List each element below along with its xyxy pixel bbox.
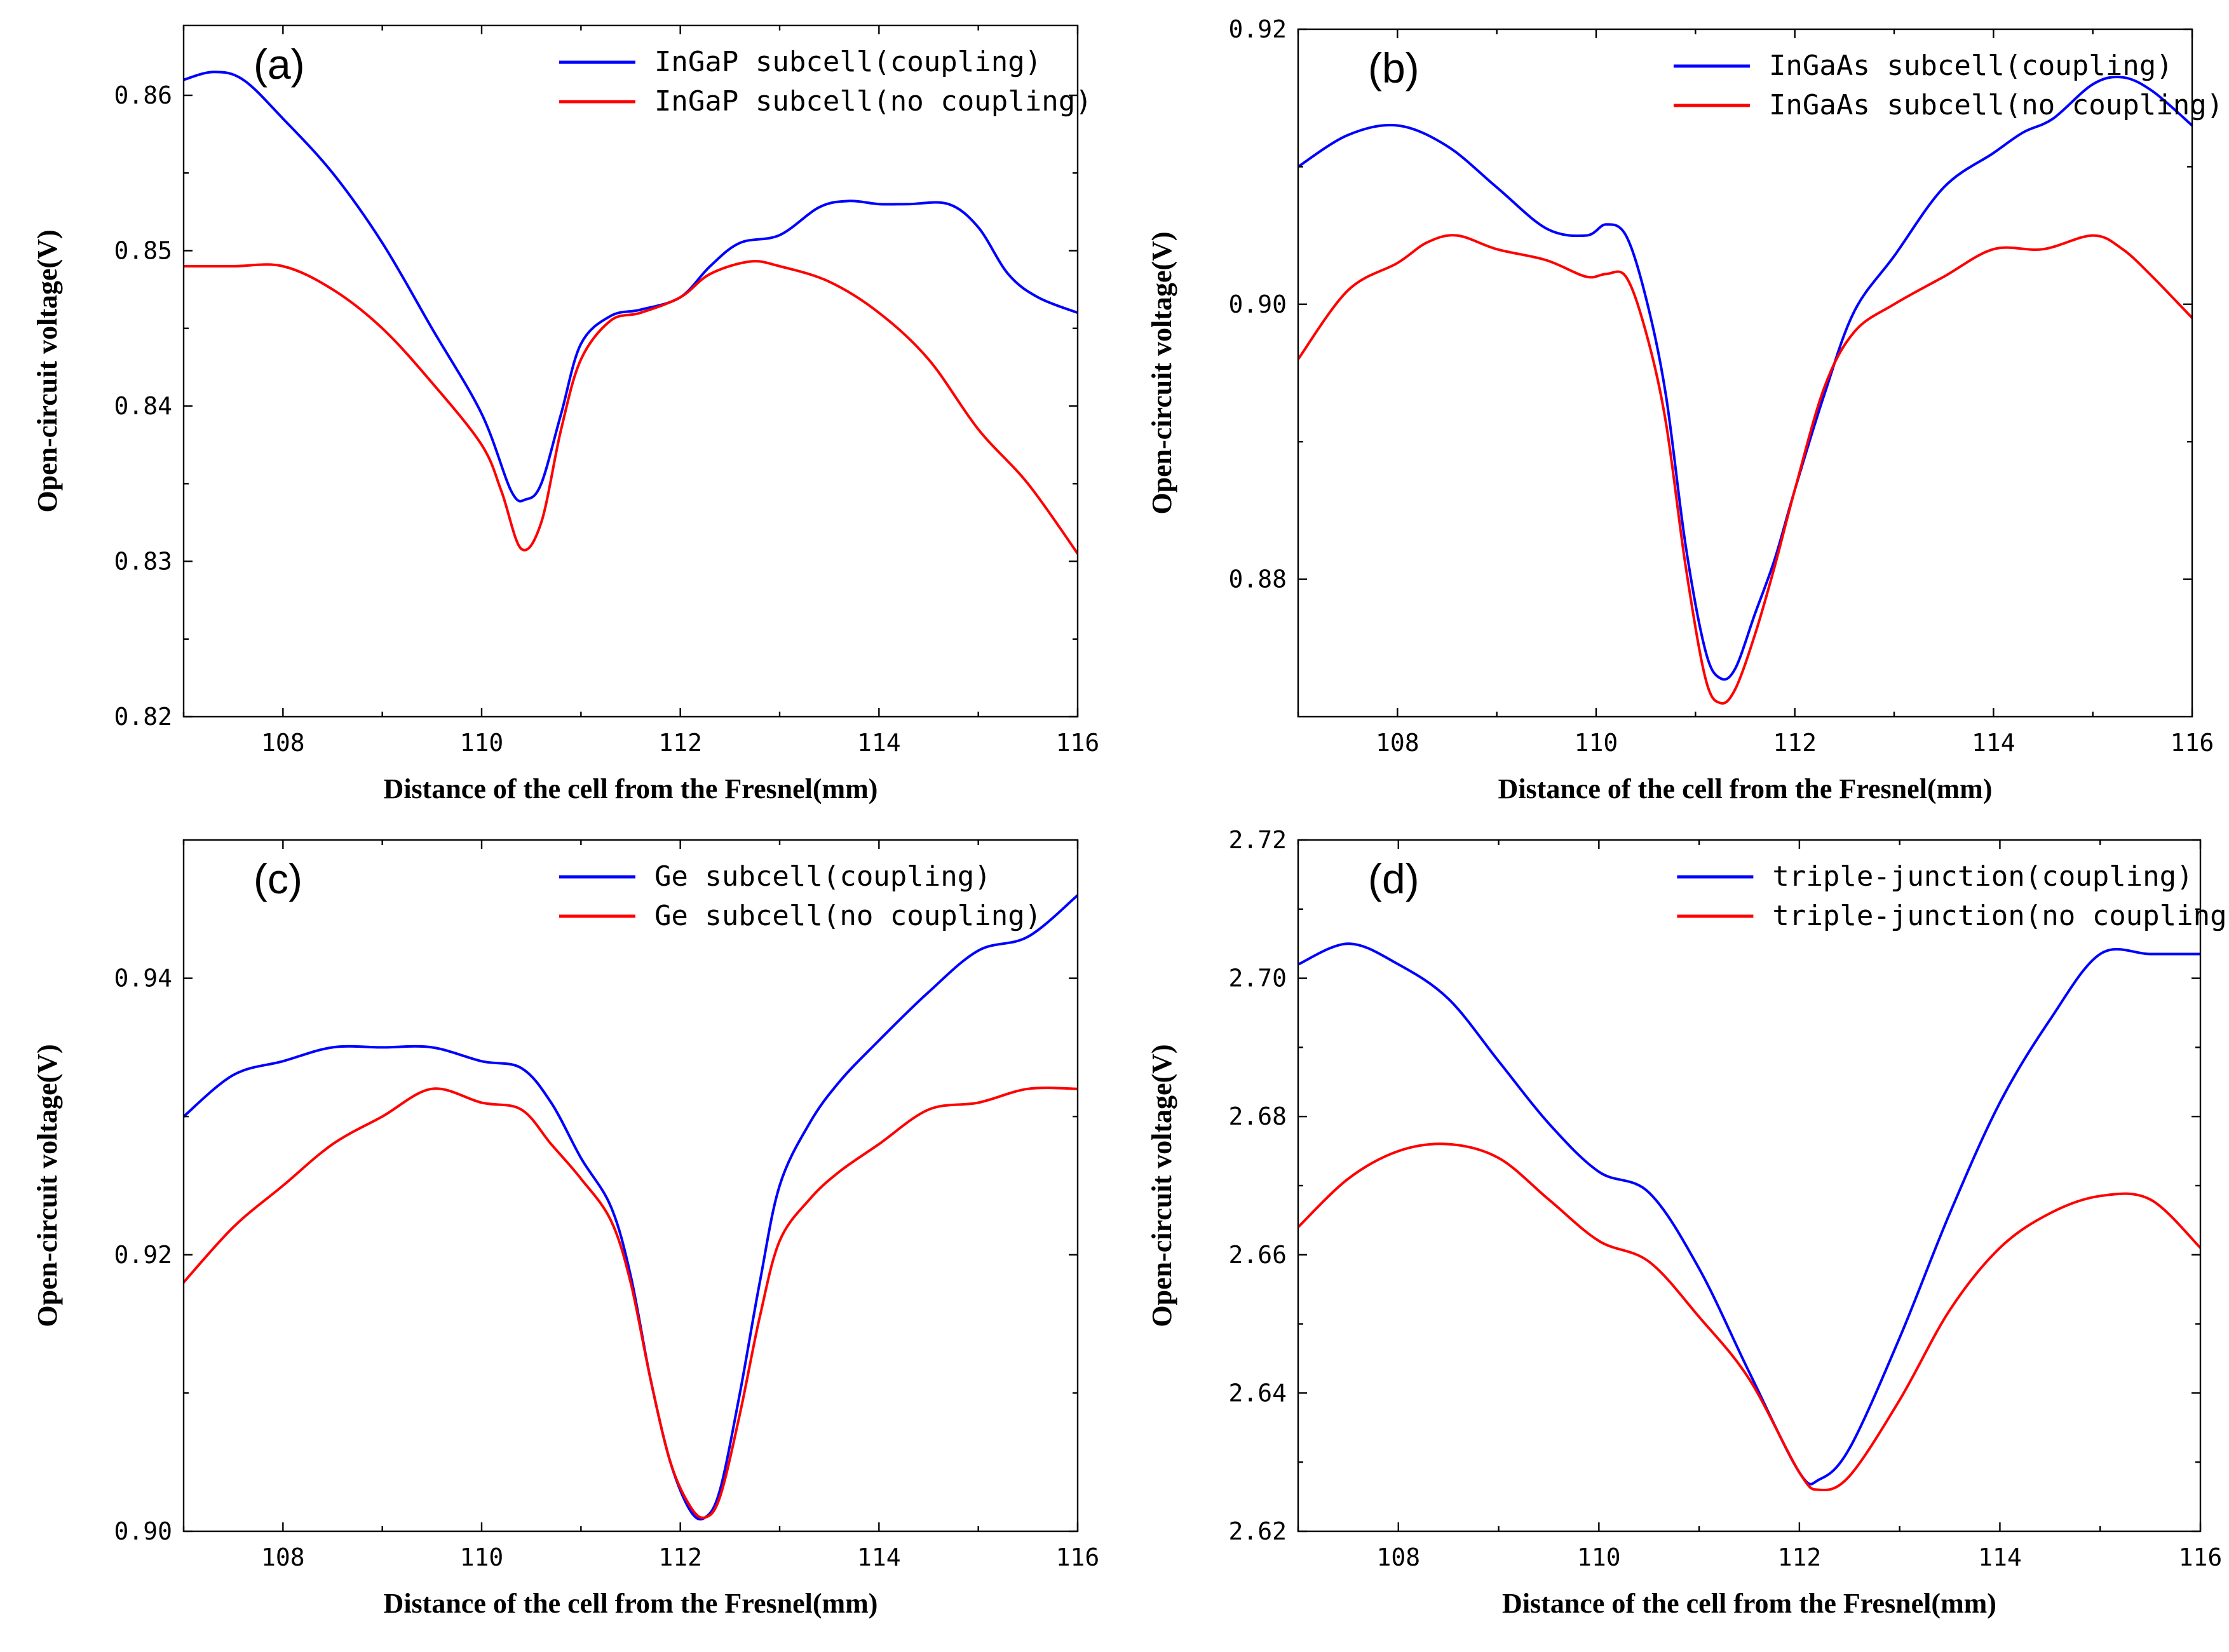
series-line-no-coupling [184, 1087, 1078, 1519]
x-tick-label: 114 [857, 729, 901, 757]
panel-d: 108 110 112 114 116 2.62 2.64 2.66 2.68 2.70 2.72 D… [1146, 826, 2229, 1619]
x-tick-label: 108 [261, 1543, 305, 1571]
y-tick-label: 2.70 [1228, 965, 1287, 992]
y-tick-label: 0.90 [114, 1517, 172, 1545]
panel-c: 108 110 112 114 116 0.90 0.92 0.94 Distance of t… [32, 839, 1100, 1619]
series-line-no-coupling [1298, 1142, 2200, 1491]
y-axis-title: Open-circuit voltage(V) [32, 229, 63, 512]
legend-label-no-coupling: triple-junction(no coupling) [1772, 900, 2229, 932]
series-line-no-coupling [1298, 234, 2192, 705]
panel-label: (a) [254, 41, 305, 88]
y-tick-label: 0.83 [114, 548, 172, 576]
legend-label-no-coupling: InGaP subcell(no coupling) [654, 85, 1092, 118]
legend-label-coupling: triple-junction(coupling) [1772, 860, 2193, 893]
x-tick-label: 112 [1773, 729, 1817, 757]
x-tick-label: 116 [1056, 1543, 1100, 1571]
panel-label: (b) [1368, 44, 1419, 91]
legend-label-coupling: InGaAs subcell(coupling) [1769, 50, 2173, 82]
x-tick-label: 114 [857, 1543, 901, 1571]
series-line-coupling [1298, 76, 2192, 681]
series-line-coupling [184, 894, 1078, 1521]
y-tick-label: 0.90 [1228, 290, 1287, 318]
y-tick-label: 0.94 [114, 965, 172, 992]
panel-b: 108 110 112 114 116 0.88 0.90 0.92 Distance of t… [1146, 15, 2223, 804]
plot-frame [1297, 28, 2193, 718]
y-tick-label: 0.84 [114, 392, 172, 420]
plot-frame [1297, 839, 2202, 1533]
y-tick-label: 0.92 [1228, 15, 1287, 43]
x-tick-label: 116 [2171, 729, 2214, 757]
x-tick-label: 112 [1778, 1543, 1822, 1571]
series-line-coupling [184, 71, 1078, 503]
x-tick-label: 110 [1577, 1543, 1621, 1571]
y-axis-title: Open-circuit voltage(V) [32, 1044, 63, 1327]
x-axis-title: Distance of the cell from the Fresnel(mm… [1498, 773, 1993, 804]
y-axis-title: Open-circuit voltage(V) [1146, 231, 1177, 514]
x-tick-label: 114 [1978, 1543, 2022, 1571]
x-tick-label: 116 [1056, 729, 1100, 757]
panel-label: (c) [254, 855, 302, 902]
legend-label-no-coupling: Ge subcell(no coupling) [654, 900, 1041, 932]
x-axis-title: Distance of the cell from the Fresnel(mm… [384, 1588, 878, 1619]
x-tick-label: 108 [1376, 1543, 1420, 1571]
y-tick-label: 0.82 [114, 703, 172, 731]
y-tick-label: 2.66 [1228, 1241, 1287, 1269]
x-tick-label: 112 [658, 1543, 702, 1571]
y-tick-label: 0.92 [114, 1241, 172, 1269]
x-tick-label: 112 [658, 729, 702, 757]
panel-label: (d) [1368, 855, 1419, 902]
y-tick-label: 2.72 [1228, 826, 1287, 854]
x-tick-label: 114 [1972, 729, 2016, 757]
x-tick-label: 110 [460, 1543, 504, 1571]
x-axis-title: Distance of the cell from the Fresnel(mm… [384, 773, 878, 804]
y-tick-label: 2.68 [1228, 1102, 1287, 1130]
series-line-no-coupling [184, 260, 1078, 555]
panel-a: 108 110 112 114 116 0.82 0.83 0.84 0.85 0.86 Dista… [32, 24, 1100, 804]
y-tick-label: 0.88 [1228, 565, 1287, 593]
y-axis-title: Open-circuit voltage(V) [1146, 1044, 1177, 1327]
y-tick-label: 2.62 [1228, 1517, 1287, 1545]
series-line-coupling [1298, 942, 2200, 1486]
x-tick-label: 110 [1575, 729, 1618, 757]
x-tick-label: 116 [2179, 1543, 2223, 1571]
x-tick-label: 108 [1376, 729, 1419, 757]
y-tick-label: 2.64 [1228, 1379, 1287, 1407]
x-tick-label: 108 [261, 729, 305, 757]
legend-label-coupling: Ge subcell(coupling) [654, 860, 991, 893]
y-tick-label: 0.86 [114, 81, 172, 109]
plot-frame [182, 24, 1079, 718]
plot-frame [182, 839, 1079, 1533]
y-tick-label: 0.85 [114, 237, 172, 265]
legend-label-coupling: InGaP subcell(coupling) [654, 46, 1041, 78]
legend-label-no-coupling: InGaAs subcell(no coupling) [1769, 89, 2223, 121]
x-tick-label: 110 [460, 729, 504, 757]
x-axis-title: Distance of the cell from the Fresnel(mm… [1502, 1588, 1996, 1619]
